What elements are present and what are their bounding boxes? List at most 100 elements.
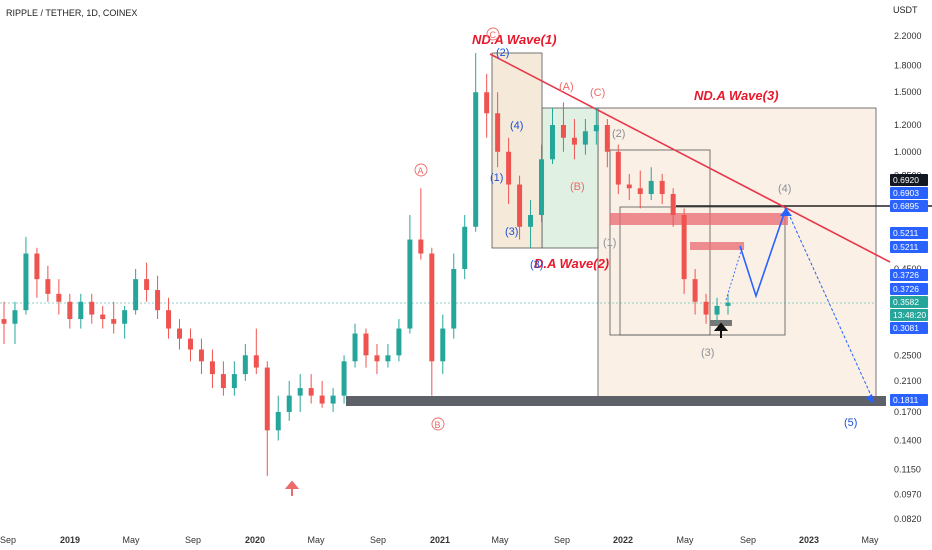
candle-body (506, 151, 512, 185)
candle-body (396, 328, 402, 356)
x-tick-label: 2019 (60, 535, 80, 545)
candle-body (275, 411, 281, 431)
candle-body (451, 269, 457, 329)
price-badge-label: 0.6903 (893, 188, 919, 198)
candle-body (462, 226, 468, 270)
up-arrow-black-icon (713, 322, 729, 338)
wave1-label: ND.A Wave(1) (472, 32, 557, 47)
currency-label: USDT (893, 5, 918, 15)
x-tick-label: May (307, 535, 325, 545)
candle-body (626, 184, 632, 189)
price-badge-label: 0.3726 (893, 284, 919, 294)
wave-label-gray-2: (2) (612, 128, 625, 140)
candle-body (593, 124, 599, 132)
price-badge (890, 269, 928, 281)
candle-body (286, 395, 292, 412)
candle-body (659, 180, 665, 195)
projection-path (739, 207, 787, 299)
circle-C-label: C (490, 30, 497, 40)
price-badge-label: 0.3582 (893, 297, 919, 307)
drawing-layer (0, 52, 932, 496)
candle-body (582, 131, 588, 145)
inner-box-2 (619, 206, 786, 336)
candle-body (253, 355, 259, 368)
circle-B-label: B (435, 420, 441, 430)
price-badge-label: 0.6920 (893, 175, 919, 185)
candle-body (100, 314, 106, 320)
x-tick-label: Sep (370, 535, 386, 545)
y-tick-label: 0.0820 (894, 514, 922, 524)
circle-A-label: A (418, 166, 424, 176)
wave-label-blue-2: (2) (496, 47, 509, 59)
candle-body (473, 92, 479, 227)
x-tick-label: 2020 (245, 535, 265, 545)
candle-body (111, 319, 117, 324)
candle-body (45, 279, 51, 294)
candle-body (12, 310, 18, 324)
price-badge (890, 394, 928, 406)
x-tick-label: Sep (185, 535, 201, 545)
candle-body (604, 124, 610, 152)
price-badge-label: 0.5211 (893, 242, 919, 252)
candle-body (23, 253, 29, 311)
candle-body (725, 302, 731, 306)
candle-body (363, 333, 369, 356)
wave-label-pink-C: (C) (590, 87, 605, 99)
candle-body (34, 253, 40, 280)
candle-body (264, 367, 270, 431)
candle-body (670, 194, 676, 216)
y-tick-label: 0.1150 (894, 464, 921, 474)
x-tick-label: May (122, 535, 140, 545)
candle-body (198, 349, 204, 362)
candle-body (209, 361, 215, 375)
candle-body (341, 361, 347, 396)
wave-label-blue-4: (4) (510, 120, 523, 132)
candle-body (571, 137, 577, 145)
wave3-label: ND.A Wave(3) (694, 88, 779, 103)
circle-B-marker (431, 417, 445, 431)
y-tick-label: 0.1400 (894, 435, 922, 445)
candle-body (539, 159, 545, 216)
candle-body (67, 301, 73, 320)
wave2-label: D.A Wave(2) (534, 256, 609, 271)
wave-label-pink-B: (B) (570, 181, 585, 193)
candle-body (648, 180, 654, 195)
candle-body (56, 293, 62, 302)
y-tick-label: 1.5000 (894, 87, 922, 97)
wave-label-gray-1: (1) (603, 237, 616, 249)
price-badge (890, 227, 928, 239)
candle-body (177, 328, 183, 339)
price-badge-label: 0.3081 (893, 323, 919, 333)
candle-body (560, 124, 566, 138)
candle-body (615, 151, 621, 185)
candle-body (528, 215, 534, 227)
x-tick-label: 2023 (799, 535, 819, 545)
price-badge (890, 187, 928, 199)
price-badges: 0.6920 0.6903 0.6895 0.5211 0.5211 0.3726 0.37… (890, 174, 928, 406)
wave-label-blue-3: (3) (505, 226, 518, 238)
trend-line (489, 53, 891, 263)
y-tick-label: 0.1700 (894, 407, 922, 417)
candle-body (692, 279, 698, 302)
y-tick-label: 0.2100 (894, 376, 922, 386)
price-badge-label: 0.1811 (893, 395, 919, 405)
y-tick-label: 1.8000 (894, 60, 922, 70)
candle-body (122, 310, 128, 324)
candle-body (231, 374, 237, 389)
candle-body (374, 355, 380, 362)
x-axis[interactable]: Sep 2019 May Sep 2020 May Sep 2021 May Sep 2022 May… (0, 535, 879, 545)
wave-label-blue-5: (5) (844, 417, 857, 429)
candle-body (681, 215, 687, 280)
candle-body (385, 355, 391, 362)
candle-body (242, 355, 248, 375)
candle-body (297, 388, 303, 396)
candle-body (89, 301, 95, 315)
wave-label-gray-4: (4) (778, 183, 791, 195)
circle-C-marker (486, 27, 500, 41)
candle-body (352, 333, 358, 362)
wave2-green-box (541, 107, 599, 249)
candle-body (78, 301, 84, 320)
price-badge-label: 0.3726 (893, 270, 919, 280)
x-tick-label: Sep (0, 535, 16, 545)
